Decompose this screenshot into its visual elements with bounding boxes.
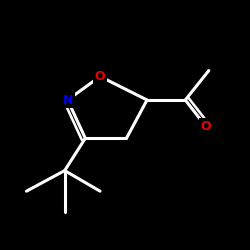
Text: N: N bbox=[62, 94, 73, 106]
Text: O: O bbox=[200, 120, 211, 133]
Text: O: O bbox=[95, 70, 105, 83]
